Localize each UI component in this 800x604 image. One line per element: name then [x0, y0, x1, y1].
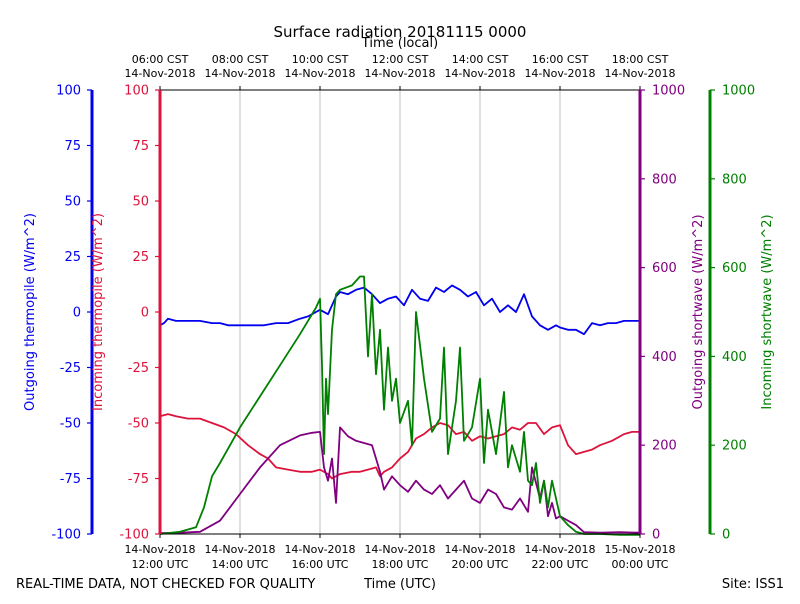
top-x-tick-label-date: 14-Nov-2018: [444, 67, 515, 80]
x-tick-label-time: 22:00 UTC: [531, 558, 588, 571]
chart-title: Surface radiation 20181115 0000: [274, 23, 527, 41]
top-x-tick-label-date: 14-Nov-2018: [284, 67, 355, 80]
x-tick-label-date: 14-Nov-2018: [364, 543, 435, 556]
incoming-thermopile-axis: -100 -75 -50 -25 0 25 50 75 100 Incoming thermopi…: [91, 84, 162, 543]
axes: 14-Nov-2018 12:00 UTC 14-Nov-2018 14:00 UTC…: [23, 53, 775, 571]
x-tick-label-date: 14-Nov-2018: [124, 543, 195, 556]
y-tick-label: 400: [652, 350, 677, 365]
y-tick-label: -25: [60, 361, 81, 376]
top-x-tick-label-time: 16:00 CST: [532, 53, 589, 66]
y-tick-label: 1000: [722, 84, 755, 99]
top-x-tick-label-date: 14-Nov-2018: [124, 67, 195, 80]
top-x-tick-label-time: 08:00 CST: [212, 53, 269, 66]
y-axis-label: Incoming shortwave (W/m^2): [760, 214, 775, 409]
x-tick-label-date: 14-Nov-2018: [204, 543, 275, 556]
x-axis-label: Time (UTC): [363, 577, 436, 592]
top-x-tick-label-date: 14-Nov-2018: [524, 67, 595, 80]
y-tick-label: 75: [64, 139, 81, 154]
y-tick-label: 50: [132, 195, 149, 210]
top-x-tick-label-date: 14-Nov-2018: [604, 67, 675, 80]
top-x-tick-label-time: 18:00 CST: [612, 53, 669, 66]
y-tick-label: -50: [128, 417, 149, 432]
x-tick-label-date: 14-Nov-2018: [284, 543, 355, 556]
y-tick-label: 1000: [652, 84, 685, 99]
y-tick-label: 400: [722, 350, 747, 365]
outgoing-thermopile-line: [159, 284, 640, 336]
top-x-tick-label-date: 14-Nov-2018: [204, 67, 275, 80]
x-tick-label-date: 14-Nov-2018: [444, 543, 515, 556]
y-tick-label: 100: [56, 84, 81, 99]
y-tick-label: 800: [652, 172, 677, 187]
incoming-shortwave-line: [159, 275, 640, 536]
y-tick-label: 25: [64, 250, 81, 265]
site-label: Site: ISS1: [722, 577, 784, 592]
y-tick-label: 0: [73, 306, 81, 321]
y-tick-label: 200: [722, 439, 747, 454]
y-tick-label: -75: [128, 472, 149, 487]
x-tick-label-date: 15-Nov-2018: [604, 543, 675, 556]
y-tick-label: 0: [141, 306, 149, 321]
x-tick-label-time: 00:00 UTC: [611, 558, 668, 571]
top-x-tick-label-time: 10:00 CST: [292, 53, 349, 66]
y-tick-label: -75: [60, 472, 81, 487]
x-tick-label-time: 20:00 UTC: [451, 558, 508, 571]
top-x-tick-label-date: 14-Nov-2018: [364, 67, 435, 80]
grid-lines: [239, 90, 561, 534]
y-tick-label: 800: [722, 172, 747, 187]
y-tick-label: 50: [64, 195, 81, 210]
top-x-tick-label-time: 12:00 CST: [372, 53, 429, 66]
y-axis-label: Incoming thermopile (W/m^2): [91, 213, 106, 411]
outgoing-shortwave-axis: 0 200 400 600 800 1000 Outgoing shortwave (W/m…: [638, 84, 706, 543]
y-tick-label: -25: [128, 361, 149, 376]
y-tick-label: -100: [51, 528, 81, 543]
incoming-shortwave-axis: 0 200 400 600 800 1000 Incoming shortwave (W/m…: [708, 84, 775, 543]
x-tick-label-date: 14-Nov-2018: [524, 543, 595, 556]
y-tick-label: 75: [132, 139, 149, 154]
top-x-axis-label: Time (local): [361, 36, 438, 51]
series-lines: [159, 275, 641, 536]
y-tick-label: 0: [652, 528, 660, 543]
top-x-tick-label-time: 06:00 CST: [132, 53, 189, 66]
outgoing-shortwave-line: [159, 426, 641, 534]
y-axis-label: Outgoing shortwave (W/m^2): [691, 214, 706, 409]
x-tick-label-time: 18:00 UTC: [371, 558, 428, 571]
y-tick-label: 25: [132, 250, 149, 265]
y-tick-label: -100: [119, 528, 149, 543]
y-tick-label: 200: [652, 439, 677, 454]
x-tick-label-time: 14:00 UTC: [211, 558, 268, 571]
y-tick-label: 600: [652, 261, 677, 276]
x-tick-label-time: 16:00 UTC: [291, 558, 348, 571]
x-tick-label-time: 12:00 UTC: [131, 558, 188, 571]
y-tick-label: -50: [60, 417, 81, 432]
y-tick-label: 100: [124, 84, 149, 99]
quality-disclaimer: REAL-TIME DATA, NOT CHECKED FOR QUALITY: [16, 577, 315, 592]
outgoing-thermopile-axis: -100 -75 -50 -25 0 25 50 75 100 Outgoing thermopi…: [23, 84, 94, 543]
top-x-tick-label-time: 14:00 CST: [452, 53, 509, 66]
y-tick-label: 600: [722, 261, 747, 276]
y-tick-label: 0: [722, 528, 730, 543]
y-axis-label: Outgoing thermopile (W/m^2): [23, 213, 38, 411]
